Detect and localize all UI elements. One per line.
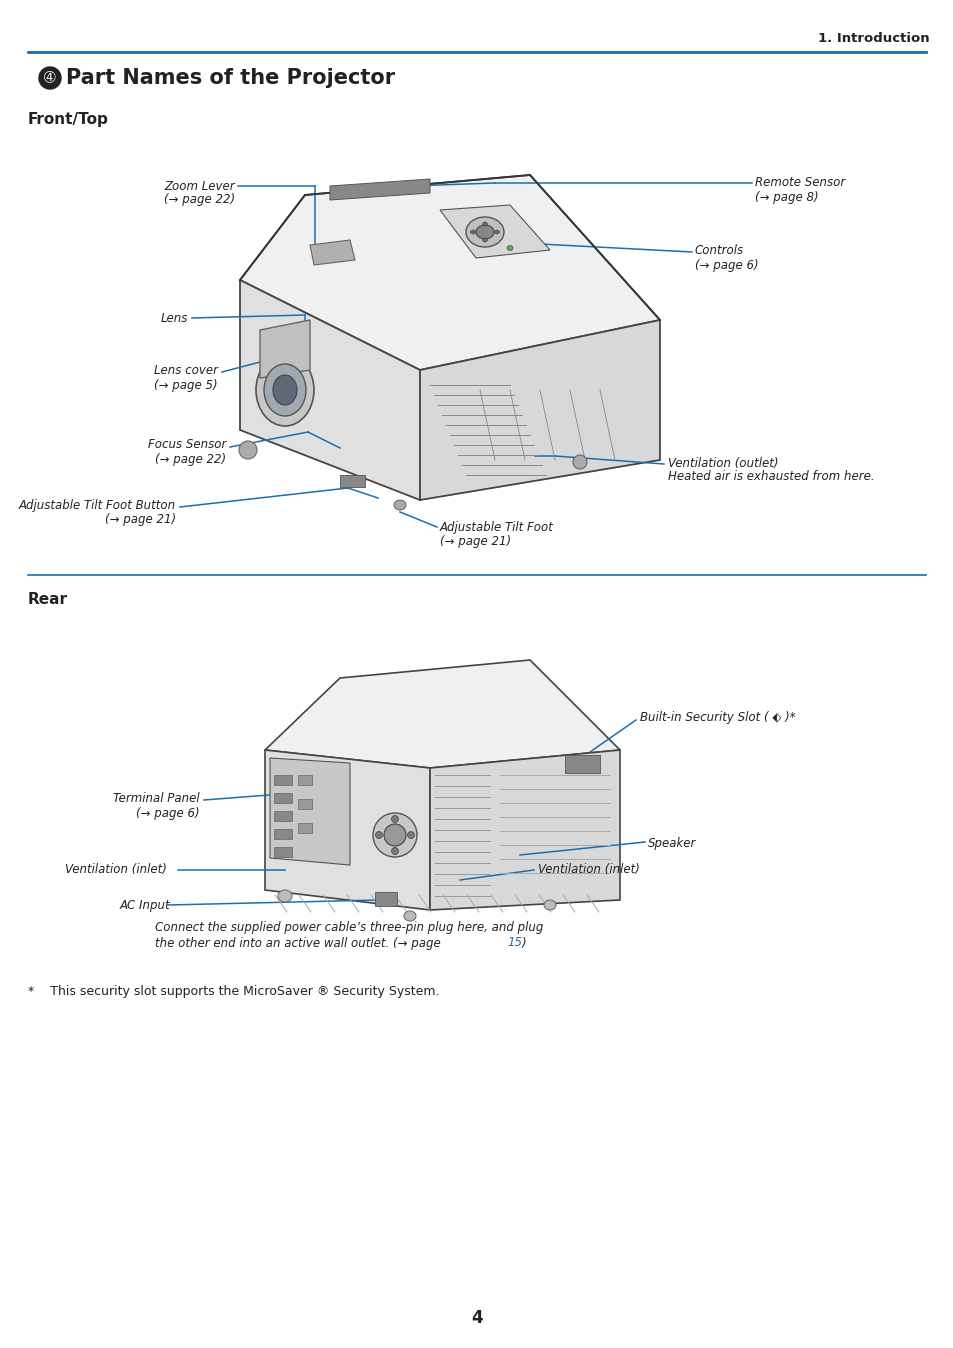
Text: Lens: Lens <box>160 311 188 325</box>
Text: (→ page 8): (→ page 8) <box>754 190 818 204</box>
Polygon shape <box>419 319 659 500</box>
Ellipse shape <box>506 245 513 251</box>
Polygon shape <box>270 758 350 865</box>
Text: Rear: Rear <box>28 592 68 607</box>
Text: 4: 4 <box>471 1309 482 1326</box>
Ellipse shape <box>384 824 406 847</box>
Ellipse shape <box>470 231 475 235</box>
Ellipse shape <box>239 441 256 460</box>
Polygon shape <box>310 240 355 266</box>
Text: Ventilation (outlet): Ventilation (outlet) <box>667 457 778 469</box>
Polygon shape <box>240 280 419 500</box>
Bar <box>564 755 599 772</box>
Ellipse shape <box>407 832 414 838</box>
Text: Connect the supplied power cable’s three-pin plug here, and plug: Connect the supplied power cable’s three… <box>154 921 543 934</box>
Text: (→ page 6): (→ page 6) <box>136 806 200 820</box>
Text: Ventilation (inlet): Ventilation (inlet) <box>537 864 639 876</box>
Bar <box>274 811 292 821</box>
Text: 1. Introduction: 1. Introduction <box>818 31 929 44</box>
Circle shape <box>39 67 61 89</box>
Polygon shape <box>240 175 659 369</box>
Ellipse shape <box>264 364 306 417</box>
Bar <box>339 474 365 487</box>
Ellipse shape <box>277 890 292 902</box>
Ellipse shape <box>465 217 503 247</box>
Ellipse shape <box>573 456 586 469</box>
Text: Focus Sensor: Focus Sensor <box>148 438 226 452</box>
Polygon shape <box>430 749 619 910</box>
Text: Adjustable Tilt Foot Button: Adjustable Tilt Foot Button <box>19 499 175 511</box>
Ellipse shape <box>543 900 556 910</box>
Text: ➃: ➃ <box>44 71 56 85</box>
Text: ): ) <box>521 937 526 949</box>
Text: Lens cover: Lens cover <box>153 364 218 377</box>
Ellipse shape <box>494 231 499 235</box>
Text: AC Input: AC Input <box>120 899 171 913</box>
Text: (→ page 22): (→ page 22) <box>164 194 234 206</box>
Polygon shape <box>260 319 310 377</box>
Bar <box>274 775 292 785</box>
Text: (→ page 21): (→ page 21) <box>439 535 511 549</box>
Polygon shape <box>439 205 550 257</box>
Text: Terminal Panel: Terminal Panel <box>113 793 200 806</box>
Text: *    This security slot supports the MicroSaver ® Security System.: * This security slot supports the MicroS… <box>28 985 439 998</box>
Bar <box>274 793 292 803</box>
Ellipse shape <box>391 816 398 822</box>
Text: Front/Top: Front/Top <box>28 112 109 127</box>
Text: Speaker: Speaker <box>647 837 696 849</box>
Text: 15: 15 <box>506 937 521 949</box>
Bar <box>297 775 312 785</box>
Bar <box>297 799 312 809</box>
Text: Controls: Controls <box>695 244 743 257</box>
Bar <box>274 847 292 857</box>
Bar <box>274 829 292 838</box>
Text: Remote Sensor: Remote Sensor <box>754 177 844 190</box>
Ellipse shape <box>391 848 398 855</box>
Ellipse shape <box>394 500 406 510</box>
Polygon shape <box>330 179 430 200</box>
Bar <box>375 892 396 906</box>
Ellipse shape <box>476 225 494 239</box>
Text: Ventilation (inlet): Ventilation (inlet) <box>65 864 167 876</box>
Bar <box>297 824 312 833</box>
Polygon shape <box>265 749 430 910</box>
Text: (→ page 5): (→ page 5) <box>154 379 218 391</box>
Ellipse shape <box>373 813 416 857</box>
Ellipse shape <box>375 832 382 838</box>
Ellipse shape <box>482 239 487 243</box>
Text: the other end into an active wall outlet. (→ page: the other end into an active wall outlet… <box>154 937 444 949</box>
Text: Zoom Lever: Zoom Lever <box>164 179 234 193</box>
Text: Part Names of the Projector: Part Names of the Projector <box>66 67 395 88</box>
Ellipse shape <box>255 355 314 426</box>
Text: Built-in Security Slot ( ⬖ )*: Built-in Security Slot ( ⬖ )* <box>639 712 795 724</box>
Text: Adjustable Tilt Foot: Adjustable Tilt Foot <box>439 522 554 535</box>
Ellipse shape <box>482 222 487 226</box>
Ellipse shape <box>403 911 416 921</box>
Text: (→ page 6): (→ page 6) <box>695 259 758 271</box>
Text: (→ page 22): (→ page 22) <box>154 453 226 465</box>
Polygon shape <box>265 661 619 768</box>
Text: (→ page 21): (→ page 21) <box>105 512 175 526</box>
Text: Heated air is exhausted from here.: Heated air is exhausted from here. <box>667 470 874 484</box>
Ellipse shape <box>273 375 296 404</box>
